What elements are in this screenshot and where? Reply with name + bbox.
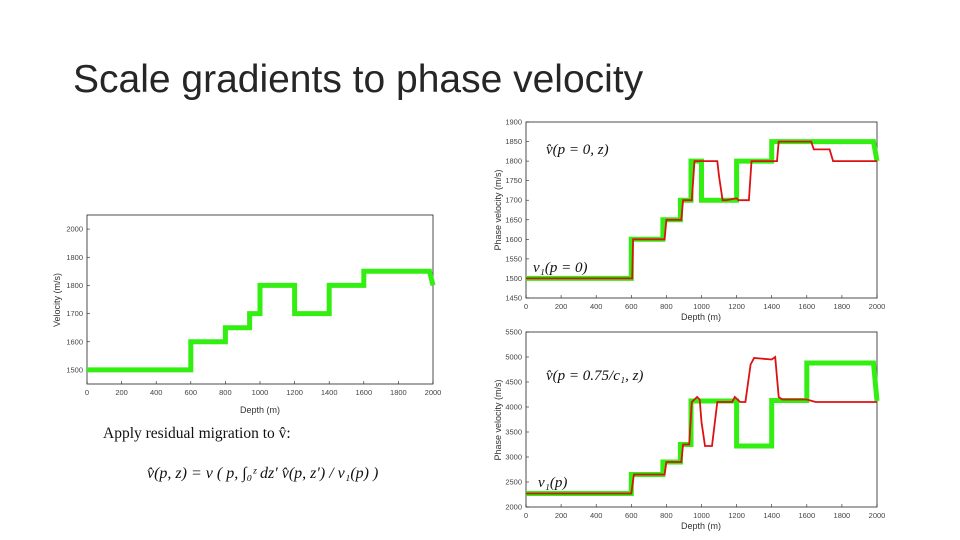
x-tick-label: 1400: [763, 511, 780, 520]
x-tick-label: 0: [524, 302, 528, 311]
phase-velocity-chart-p075: 0 200 400 600 800 1000 1200 1400 1600 1800 2000 20…: [493, 328, 885, 532]
x-tick-label: 400: [590, 302, 603, 311]
y-tick-label: 1900: [505, 118, 522, 127]
x-tick-label: 1000: [693, 302, 710, 311]
x-tick-label: 0: [85, 388, 89, 397]
x-tick-label: 1400: [763, 302, 780, 311]
x-tick-label: 1400: [321, 388, 338, 397]
annotation-vhat-p0: v̂(p = 0, z): [546, 142, 609, 158]
x-tick-label: 0: [524, 511, 528, 520]
series-group: [526, 139, 880, 281]
residual-migration-label: Apply residual migration to v̂:: [103, 425, 291, 442]
x-axis-label: Depth (m): [240, 405, 280, 415]
x-tick-label: 800: [660, 511, 673, 520]
series-group: [87, 268, 436, 373]
y-tick-label: 1500: [505, 274, 522, 283]
velocity-chart: 0 200 400 600 800 1000 1200 1400 1600 1800 2000 15…: [52, 214, 441, 415]
y-ticks-group: 1450 1500 1550 1600 1650 1700 1750 1800 1850 1900: [505, 118, 529, 303]
x-tick-label: 200: [115, 388, 128, 397]
x-tick-label: 400: [150, 388, 163, 397]
y-ticks-group: 2000 2500 3000 3500 4000 4500 5000 5500: [505, 328, 529, 512]
y-tick-label: 3000: [505, 453, 522, 462]
x-tick-label: 1200: [286, 388, 303, 397]
x-tick-label: 200: [555, 511, 568, 520]
x-tick-label: 2000: [425, 388, 442, 397]
x-tick-label: 800: [660, 302, 673, 311]
x-tick-label: 600: [185, 388, 198, 397]
x-tick-label: 2000: [869, 302, 886, 311]
x-tick-label: 1600: [798, 302, 815, 311]
series-group: [526, 355, 880, 496]
x-tick-label: 1800: [834, 302, 851, 311]
x-tick-label: 1000: [252, 388, 269, 397]
x-tick-label: 2000: [869, 511, 886, 520]
y-tick-label: 1750: [505, 176, 522, 185]
x-tick-label: 1200: [728, 302, 745, 311]
plot-frame: [525, 121, 878, 299]
phase-velocity-chart-p0: 0 200 400 600 800 1000 1200 1400 1600 1800 2000 14…: [493, 118, 885, 323]
x-ticks-group: 0 200 400 600 800 1000 1200 1400 1600 1800 2000: [85, 381, 441, 397]
y-tick-label: 5000: [505, 353, 522, 362]
x-tick-label: 1200: [728, 511, 745, 520]
annotation-vhat-p075: v̂(p = 0.75/c₁, z): [546, 368, 643, 384]
x-axis-label: Depth (m): [681, 312, 721, 322]
y-tick-label: 2500: [505, 478, 522, 487]
x-tick-label: 800: [219, 388, 232, 397]
x-tick-label: 1000: [693, 511, 710, 520]
x-tick-label: 600: [625, 511, 638, 520]
slide-title: Scale gradients to phase velocity: [73, 58, 644, 101]
y-tick-label: 4000: [505, 403, 522, 412]
y-tick-label: 2000: [505, 503, 522, 512]
x-tick-label: 1800: [834, 511, 851, 520]
residual-migration-equation: v̂(p, z) = v ( p, ∫₀ᶻ dz′ v̂(p, z′) / v₁…: [147, 465, 379, 482]
y-tick-label: 3500: [505, 428, 522, 437]
y-tick-label: 1600: [66, 337, 83, 346]
series-line-green: [87, 268, 436, 373]
y-tick-label: 1550: [505, 254, 522, 263]
y-tick-label: 1500: [66, 365, 83, 374]
annotation-v1-p: v₁(p): [538, 475, 567, 491]
y-tick-label: 1800: [505, 157, 522, 166]
series-line-red: [526, 140, 877, 280]
y-tick-label: 4500: [505, 378, 522, 387]
x-tick-label: 400: [590, 511, 603, 520]
y-axis-label: Phase velocity (m/s): [493, 169, 503, 250]
x-ticks-group: 0 200 400 600 800 1000 1200 1400 1600 1800 2000: [524, 504, 885, 520]
y-tick-label: 1850: [505, 137, 522, 146]
y-ticks-group: 1500 1600 1700 1800 1800 2000: [66, 225, 90, 374]
y-tick-label: 1650: [505, 215, 522, 224]
x-tick-label: 1800: [390, 388, 407, 397]
y-tick-label: 1700: [505, 196, 522, 205]
x-tick-label: 1600: [355, 388, 372, 397]
x-axis-label: Depth (m): [681, 521, 721, 531]
y-tick-label: 1450: [505, 294, 522, 303]
x-tick-label: 200: [555, 302, 568, 311]
y-tick-label: 1800: [66, 281, 83, 290]
annotation-v1-p0: v₁(p = 0): [533, 260, 588, 276]
y-tick-label: 5500: [505, 328, 522, 337]
y-tick-label: 2000: [66, 225, 83, 234]
series-line-red: [526, 355, 877, 495]
y-tick-label: 1600: [505, 235, 522, 244]
y-tick-label: 1700: [66, 309, 83, 318]
x-tick-label: 1600: [798, 511, 815, 520]
y-tick-label: 1800: [66, 253, 83, 262]
y-axis-label: Velocity (m/s): [52, 273, 62, 327]
x-ticks-group: 0 200 400 600 800 1000 1200 1400 1600 1800 2000: [524, 295, 885, 311]
y-axis-label: Phase velocity (m/s): [493, 379, 503, 460]
x-tick-label: 600: [625, 302, 638, 311]
